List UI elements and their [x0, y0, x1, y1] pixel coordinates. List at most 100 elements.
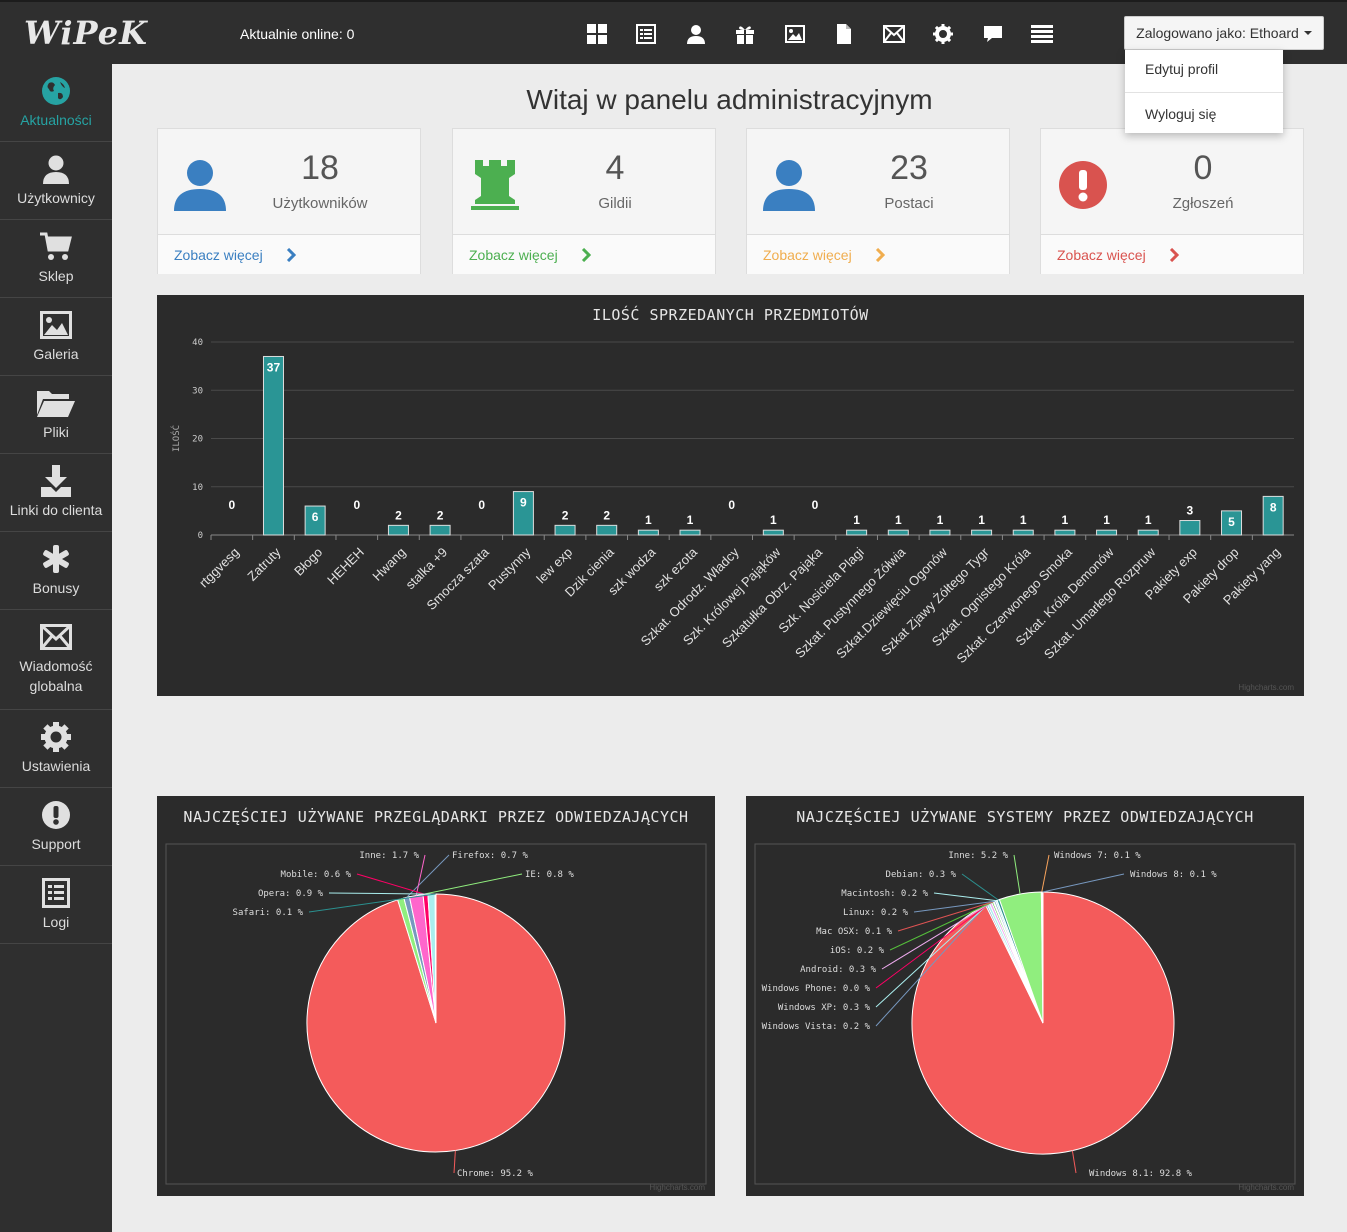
connector-line — [889, 901, 993, 951]
slice-label: Firefox: 0.7 % — [452, 851, 528, 861]
sidebar-item-aktualnosci[interactable]: Aktualności — [0, 64, 112, 142]
bar — [596, 524, 618, 536]
slice-label: Android: 0.3 % — [800, 965, 876, 975]
see-more-link[interactable]: Zobacz więcej — [747, 234, 1009, 274]
sidebar-item-wiadomosc[interactable]: Wiadomość globalna — [0, 610, 112, 710]
menu-lines-icon[interactable] — [1018, 20, 1068, 48]
user-icon[interactable] — [671, 20, 721, 48]
slice-label: Windows XP: 0.3 % — [778, 1003, 871, 1013]
file-icon[interactable] — [820, 20, 870, 48]
data-label: 2 — [437, 508, 444, 522]
connector-line — [961, 873, 999, 901]
sidebar-item-label-line2: globalna — [29, 678, 83, 694]
see-more-link[interactable]: Zobacz więcej — [158, 234, 420, 274]
pie-chart-browsers: NAJCZĘŚCIEJ UŻYWANE PRZEGLĄDARKI PRZEZ O… — [157, 796, 715, 1196]
picture-icon — [0, 308, 112, 342]
sidebar-item-uzytkownicy[interactable]: Użytkownicy — [0, 142, 112, 220]
stat-label: Postaci — [884, 195, 934, 212]
slice-label: Inne: 1.7 % — [359, 851, 419, 861]
sidebar-item-support[interactable]: Support — [0, 788, 112, 866]
sidebar-item-pliki[interactable]: Pliki — [0, 376, 112, 454]
sidebar-item-ustawienia[interactable]: Ustawienia — [0, 710, 112, 788]
bar — [1262, 495, 1284, 536]
dropdown-divider — [1125, 92, 1283, 93]
see-more-text: Zobacz więcej — [1057, 247, 1146, 263]
sidebar-item-galeria[interactable]: Galeria — [0, 298, 112, 376]
edit-profile-link[interactable]: Edytuj profil — [1145, 61, 1219, 77]
chart-title: NAJCZĘŚCIEJ UŻYWANE SYSTEMY PRZEZ ODWIED… — [796, 808, 1254, 826]
slice-label: Chrome: 95.2 % — [457, 1169, 533, 1179]
sidebar-item-label: Galeria — [33, 346, 79, 362]
data-label: 1 — [687, 513, 694, 527]
envelope-icon[interactable] — [869, 20, 919, 48]
connector-line — [308, 893, 436, 913]
data-label: 2 — [603, 508, 610, 522]
y-tick-label: 40 — [192, 338, 203, 348]
user-menu-button[interactable]: Zalogowano jako: Ethoard — [1124, 16, 1324, 50]
stat-number: 0 — [1193, 149, 1213, 187]
data-label: 0 — [228, 498, 235, 512]
connector-line — [881, 902, 991, 970]
data-label: 6 — [312, 510, 319, 524]
bar — [387, 524, 409, 536]
data-label: 3 — [1187, 504, 1194, 518]
x-tick-label: rtggvesg — [196, 545, 242, 591]
cart-icon — [0, 230, 112, 264]
user-menu-label: Zalogowano jako: Ethoard — [1136, 25, 1299, 41]
logo[interactable]: WiPeK — [24, 14, 148, 52]
slice-label: Inne: 5.2 % — [948, 851, 1008, 861]
connector-line — [328, 892, 432, 895]
slice-label: Mac OSX: 0.1 % — [816, 927, 892, 937]
see-more-link[interactable]: Zobacz więcej — [1041, 234, 1303, 274]
slice-label: Macintosh: 0.2 % — [841, 889, 928, 899]
dashboard-icon[interactable] — [572, 20, 622, 48]
x-tick-label: Pustynny — [485, 544, 534, 593]
sidebar-item-bonusy[interactable]: Bonusy — [0, 532, 112, 610]
chevron-right-icon — [875, 247, 886, 267]
data-label: 1 — [978, 513, 985, 527]
see-more-text: Zobacz więcej — [174, 247, 263, 263]
castle-rook-icon — [467, 157, 523, 213]
sidebar-item-logi[interactable]: Logi — [0, 866, 112, 944]
gear-icon[interactable] — [919, 20, 969, 48]
data-label: 0 — [812, 498, 819, 512]
data-label: 1 — [937, 513, 944, 527]
stat-label: Użytkowników — [272, 195, 368, 212]
connector-line — [933, 892, 997, 902]
slice-label: iOS: 0.2 % — [830, 946, 885, 956]
chevron-right-icon — [581, 247, 592, 267]
y-tick-label: 30 — [192, 386, 203, 396]
slice-label: Safari: 0.1 % — [233, 908, 304, 918]
sidebar-item-sklep[interactable]: Sklep — [0, 220, 112, 298]
chevron-right-icon — [286, 247, 297, 267]
gear-icon — [0, 720, 112, 754]
user-icon — [0, 152, 112, 186]
x-tick-label: Błogo — [291, 545, 325, 579]
sidebar-item-linki[interactable]: Linki do clienta — [0, 454, 112, 532]
connector-line — [1013, 854, 1021, 895]
picture-icon[interactable] — [770, 20, 820, 48]
data-label: 0 — [353, 498, 360, 512]
bar — [1054, 529, 1076, 536]
slice-label: Windows 8: 0.1 % — [1130, 870, 1217, 880]
slice-label: Windows Phone: 0.0 % — [762, 984, 871, 994]
bar — [846, 529, 868, 536]
list-icon[interactable] — [622, 20, 672, 48]
y-tick-label: 0 — [198, 531, 203, 541]
data-label: 2 — [562, 508, 569, 522]
comment-icon[interactable] — [968, 20, 1018, 48]
data-label: 1 — [1103, 513, 1110, 527]
slice-label: Windows Vista: 0.2 % — [762, 1022, 871, 1032]
see-more-link[interactable]: Zobacz więcej — [453, 234, 715, 274]
bar — [262, 355, 284, 536]
bar — [1221, 510, 1243, 536]
gift-icon[interactable] — [721, 20, 771, 48]
envelope-icon — [0, 620, 112, 654]
data-label: 1 — [1145, 513, 1152, 527]
connector-line — [1041, 854, 1050, 893]
logout-link[interactable]: Wyloguj się — [1145, 106, 1217, 122]
bar — [429, 524, 451, 536]
y-axis-title: ILOŚĆ — [170, 425, 182, 452]
online-counter: Aktualnie online: 0 — [240, 26, 355, 42]
data-label: 1 — [645, 513, 652, 527]
